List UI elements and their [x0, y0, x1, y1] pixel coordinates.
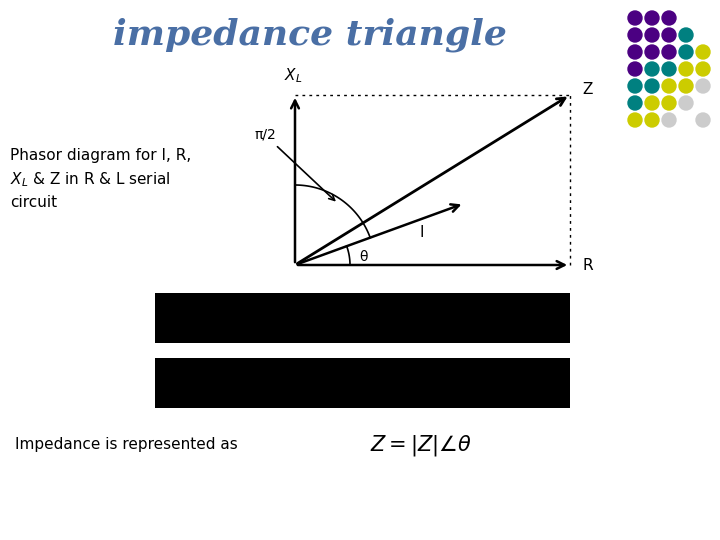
- Circle shape: [628, 28, 642, 42]
- Circle shape: [662, 45, 676, 59]
- Circle shape: [662, 96, 676, 110]
- Bar: [155, 293, 570, 343]
- Circle shape: [628, 79, 642, 93]
- Circle shape: [628, 96, 642, 110]
- Circle shape: [645, 45, 659, 59]
- Text: Impedance is represented as: Impedance is represented as: [15, 437, 238, 453]
- Circle shape: [662, 62, 676, 76]
- Bar: [155, 358, 570, 408]
- Text: π/2: π/2: [254, 128, 335, 200]
- Text: I: I: [420, 226, 425, 240]
- Circle shape: [679, 96, 693, 110]
- Circle shape: [679, 62, 693, 76]
- Circle shape: [662, 113, 676, 127]
- Circle shape: [696, 62, 710, 76]
- Circle shape: [662, 28, 676, 42]
- Circle shape: [628, 62, 642, 76]
- Text: impedance triangle: impedance triangle: [113, 18, 507, 52]
- Circle shape: [645, 62, 659, 76]
- Text: Phasor diagram for I, R,
$X_L$ & Z in R & L serial
circuit: Phasor diagram for I, R, $X_L$ & Z in R …: [10, 148, 192, 210]
- Text: θ: θ: [359, 250, 367, 264]
- Circle shape: [679, 79, 693, 93]
- Circle shape: [628, 45, 642, 59]
- Circle shape: [696, 79, 710, 93]
- Text: R: R: [582, 258, 593, 273]
- Text: $X_L$: $X_L$: [284, 66, 302, 85]
- Text: Z: Z: [582, 83, 593, 98]
- Circle shape: [628, 113, 642, 127]
- Circle shape: [679, 28, 693, 42]
- Circle shape: [662, 11, 676, 25]
- Circle shape: [645, 96, 659, 110]
- Circle shape: [645, 79, 659, 93]
- Circle shape: [679, 45, 693, 59]
- Circle shape: [662, 79, 676, 93]
- Circle shape: [696, 45, 710, 59]
- Text: $Z = |Z|\angle\theta$: $Z = |Z|\angle\theta$: [370, 433, 472, 457]
- Circle shape: [645, 11, 659, 25]
- Circle shape: [696, 113, 710, 127]
- Circle shape: [645, 113, 659, 127]
- Circle shape: [628, 11, 642, 25]
- Circle shape: [645, 28, 659, 42]
